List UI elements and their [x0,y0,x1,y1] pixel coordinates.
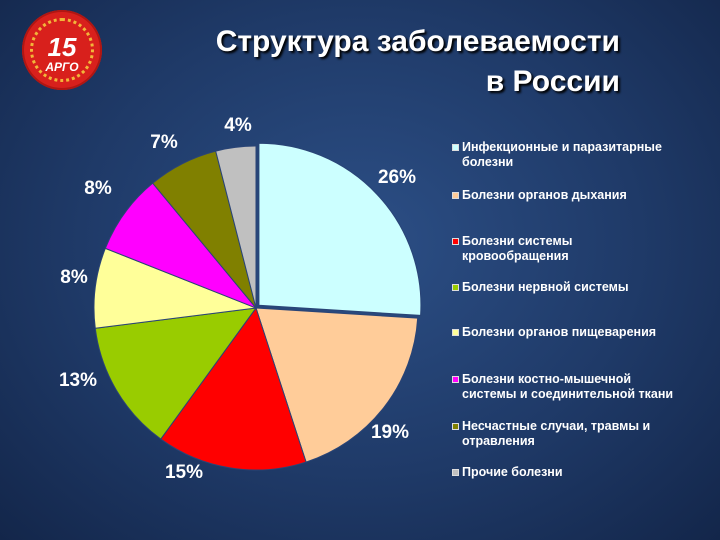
legend-label-line: отравления [462,434,535,448]
legend-item-1: Инфекционные и паразитарные болезни [452,140,712,170]
legend-label-3: Болезни системы кровообращения [462,234,712,264]
legend-item-5: Болезни органов пищеварения [452,325,712,340]
pie-slice-1 [258,142,422,316]
legend-label-2: Болезни органов дыхания [462,188,712,203]
logo-ornament [30,18,94,82]
pie-slice-4 [94,307,258,440]
legend-swatch-8 [452,469,459,476]
title-line-2: в России [485,65,620,98]
legend-label-line: Несчастные случаи, травмы и [462,419,651,433]
legend-item-7: Несчастные случаи, травмы и отравления [452,419,712,449]
legend-swatch-2 [452,192,459,199]
legend-label-line: Болезни костно-мышечной [462,372,632,386]
legend-label-line: Прочие болезни [462,465,563,479]
legend-item-3: Болезни системы кровообращения [452,234,712,264]
legend-label-line: Болезни нервной системы [462,280,629,294]
legend-swatch-7 [452,423,459,430]
slice-value-label-1: 26% [378,167,416,188]
legend-item-6: Болезни костно-мышечной системы и соедини… [452,372,712,402]
slice-value-label-4: 13% [59,370,97,391]
legend-swatch-4 [452,284,459,291]
logo-brand: АРГО [45,60,79,74]
pie-slice-2 [255,307,419,463]
slice-value-label-6: 8% [84,178,112,199]
legend-item-4: Болезни нервной системы [452,280,712,295]
legend-label-line: Болезни органов пищеварения [462,325,657,339]
slice-value-label-7: 7% [150,132,178,153]
legend-swatch-6 [452,376,459,383]
legend-label-line: Инфекционные и паразитарные [462,140,662,154]
pie-slices [93,142,422,471]
legend-label-line: Болезни системы [462,234,573,248]
legend-swatch-1 [452,144,459,151]
legend-label-line: Болезни органов дыхания [462,188,627,202]
legend-label-line: системы и соединительной ткани [462,387,674,401]
argo-logo: 15 АРГО [22,10,102,90]
legend-swatch-5 [452,329,459,336]
slice-value-label-3: 15% [165,462,203,483]
legend-label-5: Болезни органов пищеварения [462,325,712,340]
legend-label-1: Инфекционные и паразитарные болезни [462,140,712,170]
logo-number: 15 [47,32,77,62]
legend-item-2: Болезни органов дыхания [452,188,712,203]
title-line-1: Структура заболеваемости [215,25,620,58]
legend-label-7: Несчастные случаи, травмы и отравления [462,419,712,449]
legend-label-8: Прочие болезни [462,465,712,480]
legend-label-line: кровообращения [462,249,569,263]
legend-label-line: болезни [462,155,514,169]
slice-value-label-8: 4% [224,115,252,136]
legend-swatch-3 [452,238,459,245]
legend-label-6: Болезни костно-мышечной системы и соедини… [462,372,712,402]
slice-value-label-5: 8% [60,267,88,288]
pie-slice-3 [160,306,307,471]
legend-label-4: Болезни нервной системы [462,280,712,295]
slice-value-label-2: 19% [371,422,409,443]
legend-item-8: Прочие болезни [452,465,712,480]
pie-slice-8 [215,145,257,309]
slide-title: Структура заболеваемости в России [150,22,620,102]
